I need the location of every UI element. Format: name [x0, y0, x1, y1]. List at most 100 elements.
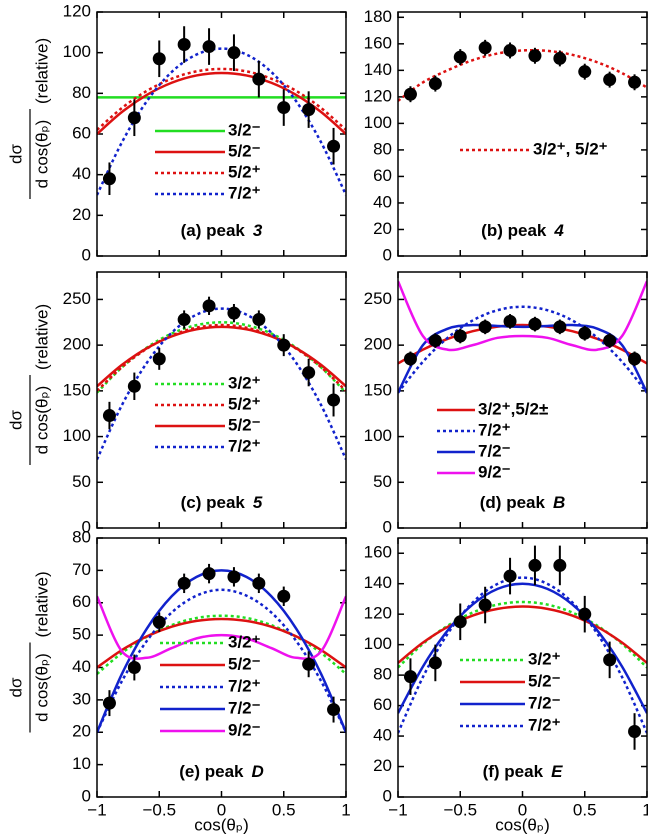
y-tick-label: 160 [364, 33, 392, 52]
panel-peak: D [251, 762, 263, 781]
data-point [503, 314, 517, 328]
legend-label: 3/2⁺ [228, 632, 261, 651]
data-point [403, 352, 417, 366]
y-tick-label: 0 [82, 245, 91, 264]
data-point [327, 139, 341, 153]
y-label-unit: (relative) [32, 304, 51, 370]
y-label-numerator: dσ [6, 677, 25, 697]
panel-label: (e) peak D [179, 762, 264, 781]
curves [398, 48, 647, 102]
y-tick-label: 250 [364, 289, 392, 308]
data-point [252, 313, 266, 327]
y-tick-label: 100 [364, 426, 392, 445]
legend-label: 3/2⁺ [228, 373, 261, 392]
legend-label: 7/2⁻ [528, 693, 561, 712]
y-tick-label: 150 [364, 380, 392, 399]
curves [398, 576, 647, 734]
plot-frame [397, 537, 648, 798]
data-point [453, 615, 467, 629]
y-label-denominator: d cos(θₚ) [32, 386, 51, 455]
data-point [152, 352, 166, 366]
data-point [277, 589, 291, 603]
curves [97, 47, 346, 196]
data-point [528, 49, 542, 63]
legend-label: 5/2⁺ [228, 394, 261, 413]
data-point [277, 101, 291, 115]
data-point [227, 570, 241, 584]
y-tick-label: 60 [373, 695, 392, 714]
data-point [603, 334, 617, 348]
legend-label: 3/2⁺,5/2± [478, 399, 548, 418]
data-point [177, 313, 191, 327]
panel-label: (d) peak B [480, 493, 565, 512]
x-tick-label: 1 [642, 800, 648, 819]
legend-label: 5/2⁻ [528, 671, 561, 690]
y-label-numerator: dσ [6, 144, 25, 164]
data-point [252, 72, 266, 86]
panel-label-text: (d) peak [480, 493, 546, 512]
data-point [628, 724, 642, 738]
fit-curve [398, 576, 647, 734]
fit-curve [398, 582, 647, 714]
y-tick-label: 60 [373, 166, 392, 185]
panel-label: (a) peak 3 [181, 221, 263, 240]
panel-label-text: (c) peak [181, 493, 246, 512]
data-point [553, 320, 567, 334]
data-point [528, 317, 542, 331]
x-tick-label: 1 [341, 800, 350, 819]
plot-frame [397, 11, 648, 257]
legend-label: 5/2⁻ [228, 654, 261, 673]
y-axis-label: dσ d cos(θₚ) (relative) [6, 571, 51, 733]
legend-label: 3/2⁺ [528, 649, 561, 668]
data-point [428, 656, 442, 670]
data-point [127, 379, 141, 393]
data-point [603, 653, 617, 667]
panel-peak: 4 [553, 221, 564, 240]
legend-label: 9/2⁻ [228, 720, 261, 739]
y-tick-label: 200 [63, 335, 91, 354]
x-tick-label: −1 [388, 800, 407, 819]
panel-label: (c) peak 5 [181, 493, 263, 512]
data-point [227, 306, 241, 320]
data-point [578, 65, 592, 79]
plot-frame [96, 537, 347, 798]
y-tick-label: 40 [373, 192, 392, 211]
plot-frame [397, 271, 648, 529]
data-point [102, 172, 116, 186]
y-tick-label: 10 [72, 754, 91, 773]
plot-frame [96, 11, 347, 257]
data-point [102, 696, 116, 710]
y-tick-label: 50 [72, 472, 91, 491]
y-tick-label: 0 [383, 245, 392, 264]
y-tick-label: 40 [72, 164, 91, 183]
legend-label: 7/2⁺ [478, 420, 511, 439]
x-tick-label: 0.5 [272, 800, 296, 819]
data-point [428, 334, 442, 348]
y-tick-label: 40 [72, 657, 91, 676]
data-point [478, 320, 492, 334]
data-point [177, 576, 191, 590]
fit-curve [398, 48, 647, 102]
data-point [277, 338, 291, 352]
y-label-denominator: d cos(θₚ) [32, 120, 51, 189]
y-axis-label: dσ d cos(θₚ) (relative) [6, 38, 51, 199]
y-tick-label: 140 [364, 573, 392, 592]
data-point [628, 75, 642, 89]
data-point [528, 558, 542, 572]
data-point [177, 38, 191, 52]
data-point [202, 567, 216, 581]
data-point [578, 607, 592, 621]
legend-label: 5/2⁻ [228, 141, 261, 160]
panel-peak: E [551, 762, 563, 781]
y-label-denominator: d cos(θₚ) [32, 653, 51, 722]
y-tick-label: 0 [82, 517, 91, 536]
data-point [302, 366, 316, 380]
fit-curve [398, 323, 647, 394]
legend-label: 7/2⁻ [228, 698, 261, 717]
data-point [578, 326, 592, 340]
data-point [302, 103, 316, 117]
y-label-unit: (relative) [32, 38, 51, 104]
y-tick-label: 100 [364, 113, 392, 132]
data-point [428, 77, 442, 91]
data-point [202, 299, 216, 313]
